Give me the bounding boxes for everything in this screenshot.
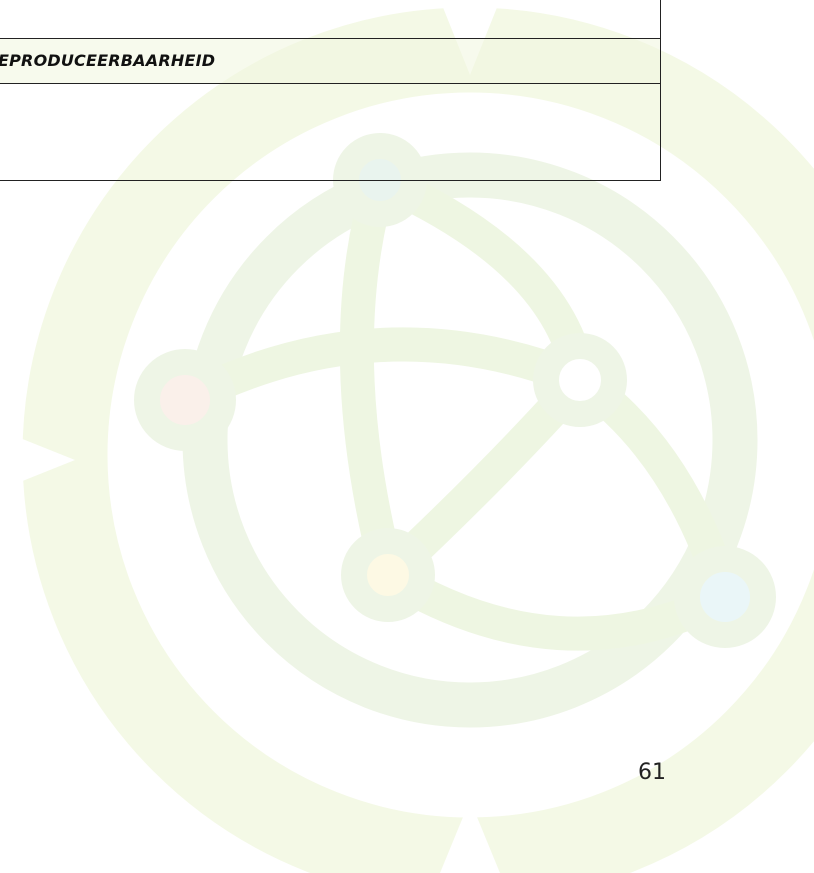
table-header-row: EPRODUCEERBAARHEID: [0, 39, 661, 84]
page: {"table": {"header": "EPRODUCEERBAARHEID…: [0, 0, 814, 873]
table: EPRODUCEERBAARHEID: [0, 0, 662, 180]
table-row: [0, 84, 661, 181]
table-row: [0, 0, 661, 39]
page-number: 61: [638, 760, 666, 785]
table-header: EPRODUCEERBAARHEID: [0, 51, 215, 70]
